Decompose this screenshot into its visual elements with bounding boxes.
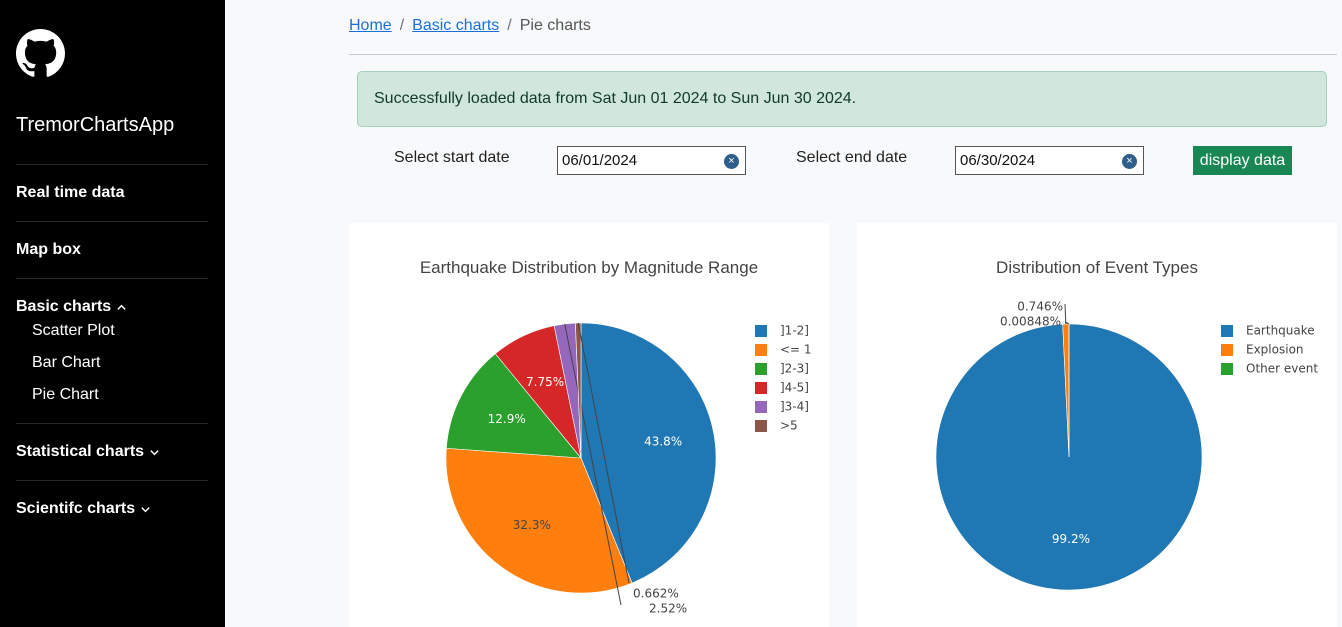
breadcrumb-basic-charts-link[interactable]: Basic charts <box>412 17 499 35</box>
chevron-up-icon <box>116 302 127 313</box>
slice-label: 12.9% <box>488 412 526 426</box>
nav-divider <box>16 423 208 424</box>
end-date-value: 06/30/2024 <box>960 152 1035 169</box>
legend-swatch-1-2[interactable] <box>755 325 767 337</box>
slice-label: 99.2% <box>1052 532 1090 546</box>
nav-scatter-plot[interactable]: Scatter Plot <box>32 322 115 340</box>
magnitude-pie-chart[interactable]: 43.8% 32.3% 12.9% 7.75% 2.52%0.662% ]1-2] <= 1… <box>349 223 829 627</box>
sidebar: TremorChartsApp Real time data Map box B… <box>0 0 225 627</box>
start-date-label: Select start date <box>394 149 510 167</box>
nav-divider <box>16 164 208 165</box>
display-data-button[interactable]: display data <box>1193 146 1292 175</box>
slice-label: 32.3% <box>513 518 551 532</box>
nav-scientific-charts[interactable]: Scientifc charts <box>16 500 151 518</box>
legend-label-explosion[interactable]: Explosion <box>1246 343 1304 357</box>
clear-start-date-icon[interactable]: × <box>724 154 739 169</box>
legend-swatch-other-event[interactable] <box>1221 363 1233 375</box>
legend-label-1-2[interactable]: ]1-2] <box>780 324 809 338</box>
legend-swatch-explosion[interactable] <box>1221 344 1233 356</box>
slice-label: 0.662% <box>633 587 679 601</box>
legend-label-5[interactable]: >5 <box>780 419 798 433</box>
end-date-label: Select end date <box>796 149 907 167</box>
breadcrumb: Home / Basic charts / Pie charts <box>349 17 591 35</box>
nav-label: Scientifc charts <box>16 500 135 518</box>
nav-divider <box>16 278 208 279</box>
success-alert: Successfully loaded data from Sat Jun 01… <box>357 71 1327 127</box>
legend-swatch-5[interactable] <box>755 420 767 432</box>
nav-pie-chart[interactable]: Pie Chart <box>32 386 99 404</box>
breadcrumb-separator: / <box>400 17 404 35</box>
slice-label: 2.52% <box>649 602 687 616</box>
slice-label-leader <box>1065 304 1066 324</box>
end-date-input[interactable]: 06/30/2024 × <box>955 146 1144 175</box>
start-date-value: 06/01/2024 <box>562 152 637 169</box>
legend-label-earthquake[interactable]: Earthquake <box>1246 324 1315 338</box>
nav-label: Real time data <box>16 184 124 202</box>
nav-bar-chart[interactable]: Bar Chart <box>32 354 100 372</box>
legend-swatch-4-5[interactable] <box>755 382 767 394</box>
legend-swatch-1[interactable] <box>755 344 767 356</box>
legend-swatch-2-3[interactable] <box>755 363 767 375</box>
nav-label: Basic charts <box>16 298 111 316</box>
chevron-down-icon <box>149 447 160 458</box>
nav-statistical-charts[interactable]: Statistical charts <box>16 443 160 461</box>
start-date-input[interactable]: 06/01/2024 × <box>557 146 746 175</box>
chevron-down-icon <box>140 504 151 515</box>
slice-label: 43.8% <box>644 434 682 448</box>
legend-swatch-earthquake[interactable] <box>1221 325 1233 337</box>
legend-label-other-event[interactable]: Other event <box>1246 362 1318 376</box>
nav-label: Statistical charts <box>16 443 144 461</box>
legend-label-4-5[interactable]: ]4-5] <box>780 381 809 395</box>
clear-end-date-icon[interactable]: × <box>1122 154 1137 169</box>
legend-label-3-4[interactable]: ]3-4] <box>780 400 809 414</box>
legend-label-1[interactable]: <= 1 <box>780 343 812 357</box>
slice-label: 0.746% <box>1017 300 1063 314</box>
legend-label-2-3[interactable]: ]2-3] <box>780 362 809 376</box>
app-name[interactable]: TremorChartsApp <box>16 114 174 137</box>
slice-label: 7.75% <box>526 375 564 389</box>
github-icon[interactable] <box>16 29 65 78</box>
slice-label: 0.00848% <box>1000 315 1061 329</box>
event-type-chart-card: Distribution of Event Types 99.2% 0.746% 0… <box>857 223 1337 627</box>
nav-divider <box>16 480 208 481</box>
nav-map-box[interactable]: Map box <box>16 241 81 259</box>
alert-message: Successfully loaded data from Sat Jun 01… <box>374 90 856 108</box>
nav-label: Map box <box>16 241 81 259</box>
breadcrumb-current: Pie charts <box>520 17 591 35</box>
nav-divider <box>16 221 208 222</box>
magnitude-chart-card: Earthquake Distribution by Magnitude Ran… <box>349 223 829 627</box>
legend-swatch-3-4[interactable] <box>755 401 767 413</box>
divider <box>349 54 1337 55</box>
nav-basic-charts[interactable]: Basic charts <box>16 298 127 316</box>
breadcrumb-home-link[interactable]: Home <box>349 17 392 35</box>
breadcrumb-separator: / <box>507 17 511 35</box>
nav-real-time-data[interactable]: Real time data <box>16 184 124 202</box>
event-type-pie-chart[interactable]: 99.2% 0.746%0.00848% Earthquake Explosion Ot… <box>857 223 1337 627</box>
